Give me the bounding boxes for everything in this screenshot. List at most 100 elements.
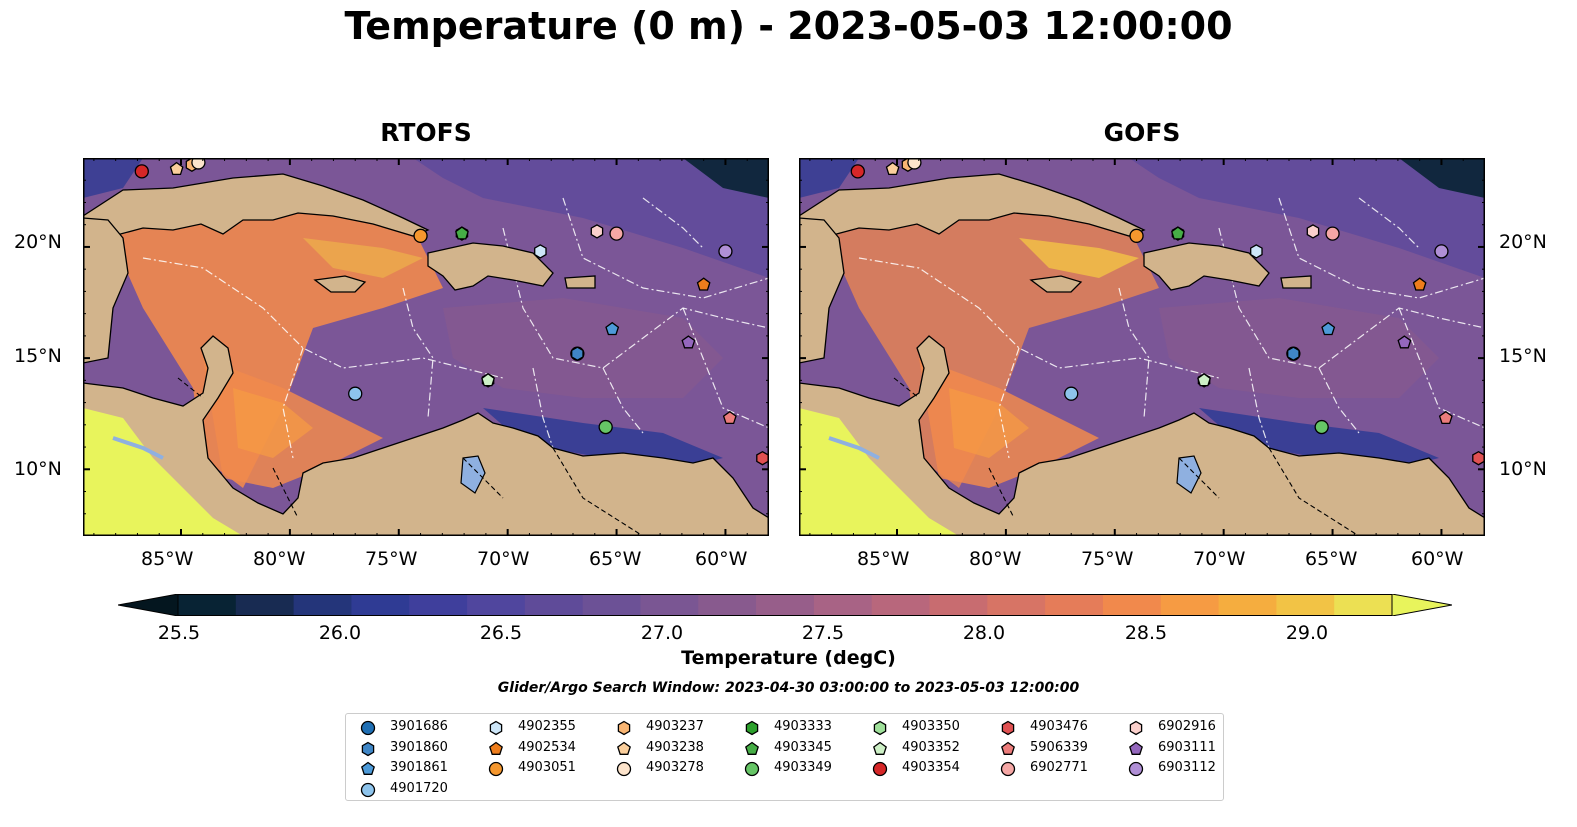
float-marker-4903278 bbox=[191, 158, 206, 170]
float-marker-6903111 bbox=[1397, 335, 1412, 349]
colorbar-segment bbox=[351, 594, 410, 616]
legend-marker-4903476 bbox=[1001, 720, 1015, 736]
colorbar bbox=[118, 594, 1452, 616]
lat-tick-label: 15°N bbox=[14, 345, 62, 367]
float-marker-3901861 bbox=[1321, 321, 1336, 336]
hispaniola-landmass bbox=[427, 242, 554, 291]
colorbar-segment bbox=[871, 594, 931, 616]
puerto-rico-landmass bbox=[1280, 275, 1312, 289]
legend-marker-6902771 bbox=[1000, 761, 1016, 777]
colorbar-tick-label: 27.5 bbox=[801, 622, 845, 644]
lon-tick-label: 60°W bbox=[1411, 548, 1464, 570]
float-marker-6903111 bbox=[681, 335, 696, 349]
float-marker-4903349 bbox=[598, 419, 613, 435]
colorbar-tick-label: 29.0 bbox=[1285, 622, 1329, 644]
legend-label: 6903112 bbox=[1158, 760, 1216, 775]
lon-tick-label: 75°W bbox=[1081, 548, 1134, 570]
legend-label: 4901720 bbox=[390, 780, 448, 796]
lat-tick-label: 20°N bbox=[1499, 231, 1547, 253]
colorbar-segment bbox=[582, 594, 642, 616]
float-marker-3901861 bbox=[605, 321, 620, 336]
colorbar-segment bbox=[1102, 594, 1162, 616]
cuba-landmass bbox=[799, 173, 1146, 249]
colorbar-segment bbox=[409, 594, 468, 616]
colorbar-tick-label: 27.0 bbox=[640, 622, 684, 644]
float-marker-5906339 bbox=[1438, 410, 1453, 425]
colorbar-extend-high bbox=[1391, 594, 1452, 616]
legend-marker-4903345 bbox=[745, 741, 759, 755]
colorbar-segment bbox=[1276, 594, 1335, 616]
float-marker-4903354 bbox=[850, 164, 865, 179]
colorbar-tick-label: 28.5 bbox=[1124, 622, 1168, 644]
float-marker-4903345 bbox=[1171, 226, 1185, 240]
figure-title: Temperature (0 m) - 2023-05-03 12:00:00 bbox=[344, 4, 1233, 48]
legend-label: 3901860 bbox=[390, 739, 448, 755]
legend-label: 4903333 bbox=[774, 719, 832, 734]
float-marker-4903238 bbox=[885, 161, 900, 176]
legend-label: 3901861 bbox=[390, 760, 448, 775]
legend-marker-4903237 bbox=[617, 720, 631, 736]
colorbar-tick-label: 28.0 bbox=[962, 622, 1006, 644]
lon-tick-label: 60°W bbox=[695, 548, 748, 570]
colorbar-segment bbox=[467, 594, 526, 616]
colorbar-segment bbox=[1218, 594, 1277, 616]
lon-tick-label: 70°W bbox=[477, 548, 530, 570]
lake-maracaibo bbox=[460, 455, 486, 494]
lon-tick-label: 85°W bbox=[857, 548, 910, 570]
float-marker-4903051 bbox=[1129, 228, 1144, 243]
map-frame bbox=[799, 158, 1485, 536]
float-marker-4903352 bbox=[1197, 373, 1211, 387]
legend-marker-6903112 bbox=[1128, 761, 1144, 777]
legend-label: 4903237 bbox=[646, 719, 704, 734]
legend-label: 3901686 bbox=[390, 719, 448, 734]
float-marker-4903476 bbox=[1472, 450, 1485, 466]
lon-tick-label: 65°W bbox=[589, 548, 642, 570]
float-marker-5906339 bbox=[722, 410, 737, 425]
legend-marker-4903278 bbox=[616, 761, 632, 777]
eez-boundaries bbox=[142, 197, 769, 459]
colorbar-segment bbox=[756, 594, 815, 616]
lat-tick-label: 10°N bbox=[14, 458, 62, 480]
legend-label: 4903278 bbox=[646, 760, 704, 775]
float-marker-6902771 bbox=[609, 226, 624, 241]
colorbar-segment bbox=[1160, 594, 1220, 616]
float-marker-4903238 bbox=[169, 161, 184, 176]
lat-tick-label: 10°N bbox=[1499, 458, 1547, 480]
legend-marker-4903333 bbox=[745, 720, 759, 736]
legend-label: 4903354 bbox=[902, 760, 960, 775]
lake-maracaibo bbox=[1176, 455, 1202, 494]
legend-label: 4903352 bbox=[902, 739, 960, 755]
legend-marker-4903354 bbox=[872, 761, 888, 777]
float-legend: 3901686 3901860 3901861 4901720 4902355 49025… bbox=[345, 713, 1224, 801]
legend-marker-3901861 bbox=[361, 761, 375, 775]
colorbar-segment bbox=[813, 594, 873, 616]
float-marker-4901720 bbox=[1064, 386, 1079, 401]
hispaniola-landmass bbox=[1143, 242, 1270, 291]
colorbar-tick-label: 26.0 bbox=[318, 622, 362, 644]
lake-nicaragua bbox=[828, 436, 880, 460]
legend-label: 5906339 bbox=[1030, 739, 1088, 755]
puerto-rico-landmass bbox=[564, 275, 596, 289]
lon-tick-label: 65°W bbox=[1305, 548, 1358, 570]
legend-marker-5906339 bbox=[1001, 741, 1015, 755]
colorbar-segment bbox=[293, 594, 353, 616]
colorbar-segment bbox=[987, 594, 1046, 616]
colorbar-tick-label: 25.5 bbox=[157, 622, 201, 644]
float-marker-4903352 bbox=[481, 373, 495, 387]
yucatan-landmass bbox=[83, 217, 129, 364]
lake-nicaragua bbox=[112, 436, 164, 460]
panel-title-gofs: GOFS bbox=[1103, 118, 1181, 147]
legend-marker-4903238 bbox=[617, 741, 631, 755]
legend-label: 4903350 bbox=[902, 719, 960, 734]
colorbar-segment bbox=[640, 594, 699, 616]
float-marker-4903354 bbox=[134, 164, 149, 179]
jamaica-landmass bbox=[1029, 275, 1083, 293]
central-south-america-landmass bbox=[83, 335, 769, 536]
float-marker-6902771 bbox=[1325, 226, 1340, 241]
legend-label: 6902916 bbox=[1158, 719, 1216, 734]
legend-label: 4903345 bbox=[774, 739, 832, 755]
float-marker-3901860 bbox=[571, 346, 584, 361]
jamaica-landmass bbox=[313, 275, 367, 293]
colorbar-segment bbox=[524, 594, 584, 616]
